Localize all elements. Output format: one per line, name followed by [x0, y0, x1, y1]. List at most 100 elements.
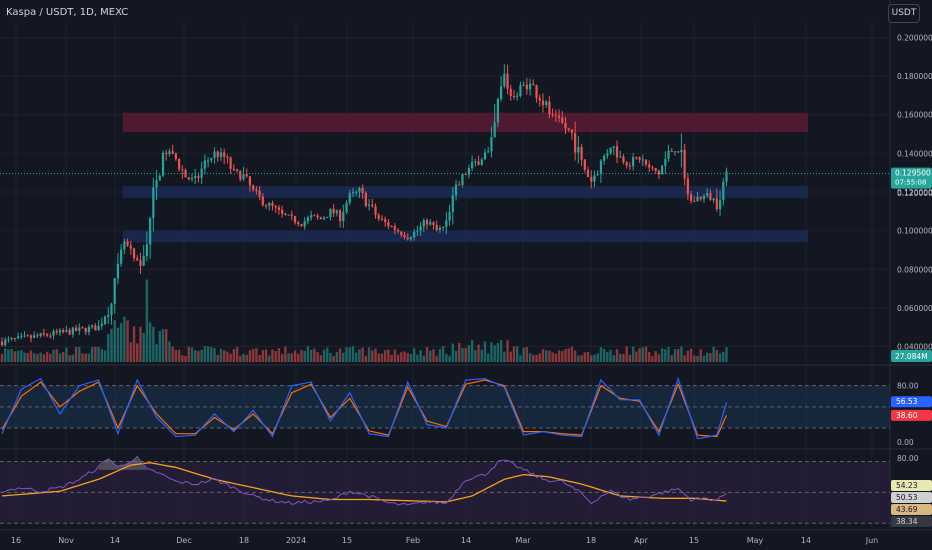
time-tick-label: May — [747, 536, 764, 545]
volume-bar — [322, 349, 326, 362]
volume-bar — [100, 349, 104, 362]
volume-bar — [435, 355, 438, 362]
candle-body — [319, 217, 322, 220]
volume-bar — [155, 344, 158, 362]
currency-button[interactable]: USDT — [888, 4, 920, 23]
volume-bar — [177, 349, 181, 362]
candle-body — [145, 244, 148, 256]
volume-bar — [722, 351, 725, 362]
volume-bar — [693, 355, 696, 362]
rsi-value-tag — [891, 516, 932, 527]
volume-bar — [39, 352, 42, 362]
candle-body — [190, 178, 194, 180]
candle-body — [474, 161, 477, 163]
candle-body — [26, 335, 29, 337]
candle-body — [113, 278, 116, 304]
volume-bar — [319, 355, 322, 362]
candle-body — [551, 114, 554, 116]
volume-bar — [235, 346, 239, 362]
volume-bar — [380, 353, 384, 362]
candle-body — [161, 152, 165, 176]
candle-body — [425, 220, 429, 225]
candle-body — [699, 196, 702, 200]
volume-bar — [36, 354, 39, 362]
stoch-k-label: 56.53 — [896, 397, 918, 406]
candle-body — [219, 152, 223, 158]
candle-body — [609, 147, 612, 154]
volume-bar — [561, 351, 564, 362]
volume-bar — [548, 350, 551, 362]
candle-body — [416, 230, 419, 232]
volume-bar — [609, 349, 612, 362]
volume-bar — [631, 346, 635, 362]
volume-bar — [364, 355, 368, 362]
candle-body — [632, 157, 635, 167]
volume-bar — [300, 349, 303, 362]
volume-bar — [567, 348, 570, 362]
volume-bar — [493, 345, 496, 362]
volume-bar — [187, 346, 190, 362]
volume-bar — [580, 355, 583, 362]
candle-body — [461, 174, 464, 185]
volume-bar — [123, 316, 126, 362]
candle-body — [116, 263, 120, 279]
candle-body — [384, 219, 387, 223]
volume-bar — [194, 350, 197, 362]
volume-bar — [709, 353, 712, 362]
candle-body — [261, 196, 264, 206]
rsi-value-label: 50.53 — [896, 493, 918, 502]
volume-bar — [599, 347, 603, 362]
candle-body — [654, 167, 657, 171]
candle-body — [503, 73, 506, 87]
volume-bar — [677, 349, 680, 362]
candle-body — [390, 226, 393, 228]
volume-bar — [657, 354, 661, 362]
candle-body — [168, 151, 171, 155]
candle-body — [45, 334, 49, 336]
volume-bar — [541, 349, 545, 362]
candle-body — [661, 165, 664, 175]
candle-body — [670, 150, 673, 152]
volume-bar — [387, 349, 390, 362]
candle-body — [396, 229, 400, 232]
candle-body — [71, 327, 74, 335]
volume-bar — [638, 348, 641, 362]
candle-body — [242, 174, 245, 180]
volume-label: 27.084M — [895, 352, 928, 361]
volume-bar — [499, 340, 503, 362]
candle-body — [136, 258, 139, 261]
volume-bar — [590, 355, 593, 362]
secondary-price-label: 0.120000 — [897, 189, 932, 198]
volume-bar — [94, 346, 97, 362]
candle-body — [480, 159, 483, 165]
candle-body — [477, 161, 480, 165]
candle-body — [335, 210, 338, 214]
volume-bar — [329, 352, 332, 362]
time-tick-label: 16 — [11, 536, 21, 545]
candle-body — [367, 204, 371, 206]
volume-bar — [332, 355, 335, 362]
candle-body — [84, 327, 87, 333]
volume-bar — [406, 352, 409, 362]
candle-body — [557, 115, 561, 118]
volume-bar — [49, 353, 52, 362]
candle-body — [287, 214, 290, 216]
volume-bar — [451, 343, 454, 362]
volume-bar — [458, 343, 461, 362]
candle-body — [696, 196, 699, 202]
volume-bar — [544, 350, 548, 362]
candle-body — [184, 170, 187, 178]
candle-body — [17, 336, 20, 339]
candle-body — [245, 174, 248, 177]
candle-body — [467, 168, 470, 175]
volume-bar — [297, 353, 300, 362]
volume-bar — [390, 354, 393, 362]
candle-body — [322, 217, 326, 220]
volume-bar — [635, 351, 638, 362]
volume-bar — [261, 350, 265, 362]
candle-body — [74, 327, 78, 331]
candle-body — [619, 156, 622, 158]
volume-bar — [306, 346, 310, 362]
candle-body — [4, 339, 7, 346]
